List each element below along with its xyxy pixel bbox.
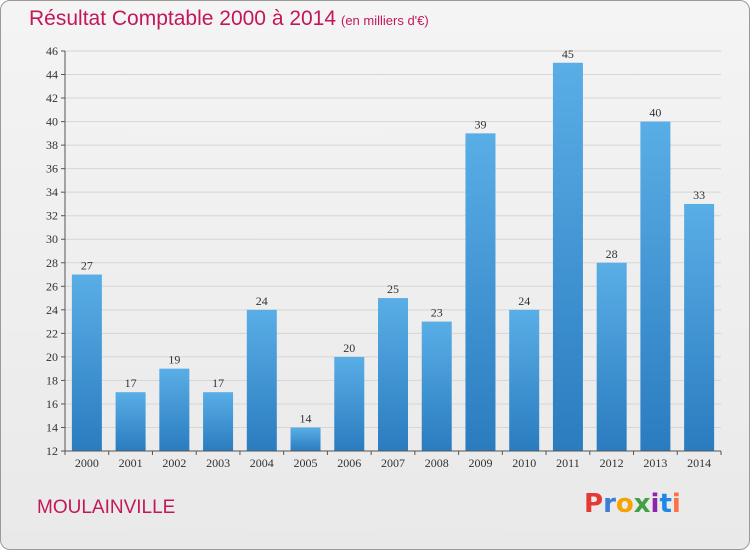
bar: [684, 203, 715, 451]
y-tick-label: 34: [46, 185, 58, 199]
bar: [509, 309, 540, 451]
y-tick-label: 14: [46, 420, 58, 434]
y-tick-label: 26: [46, 279, 58, 293]
bar: [378, 298, 408, 451]
bar: [290, 427, 321, 451]
x-tick-label: 2007: [381, 456, 405, 470]
y-tick-label: 40: [46, 115, 58, 129]
bar-value-label: 23: [431, 306, 443, 320]
location-name: MOULAINVILLE: [37, 497, 176, 518]
x-axis-ticks: 2000 2001 2002 2003 2004 2005 2006 2007 2008 2009…: [64, 451, 722, 470]
bar: [71, 274, 102, 451]
y-tick-label: 18: [46, 373, 58, 387]
brand-letter: r: [603, 489, 616, 519]
bar-value-label: 17: [212, 376, 224, 390]
x-tick-label: 2004: [250, 456, 274, 470]
brand-letter: i: [650, 489, 660, 519]
brand-letter: P: [584, 489, 604, 519]
y-tick-label: 28: [46, 256, 58, 270]
bars: 27 17 19 17 24 14 20 25 23 39 24 45 28 40 33: [71, 47, 715, 452]
bar: [334, 356, 365, 451]
y-tick-label: 30: [46, 232, 58, 246]
bar-value-label: 27: [81, 259, 93, 273]
x-tick-label: 2011: [556, 456, 580, 470]
bar: [596, 262, 627, 451]
brand-logo: Proxiti: [584, 489, 681, 519]
bar-value-label: 45: [562, 47, 574, 61]
x-tick-label: 2002: [162, 456, 186, 470]
brand-letter: i: [671, 489, 681, 519]
brand-letter: x: [633, 489, 651, 519]
x-tick-label: 2010: [512, 456, 536, 470]
axes: [64, 51, 721, 452]
bar-value-label: 40: [649, 106, 661, 120]
bar-value-label: 14: [300, 411, 312, 425]
bar: [159, 368, 190, 451]
bar: [465, 133, 496, 451]
x-tick-label: 2008: [425, 456, 449, 470]
y-tick-label: 16: [46, 397, 58, 411]
y-tick-label: 36: [46, 162, 58, 176]
y-tick-label: 44: [46, 68, 58, 82]
y-tick-label: 46: [46, 44, 58, 58]
y-tick-label: 12: [46, 444, 58, 458]
brand-letter: o: [615, 489, 634, 519]
y-tick-label: 24: [46, 303, 58, 317]
x-tick-label: 2003: [206, 456, 230, 470]
bar: [115, 392, 146, 451]
x-tick-label: 2001: [119, 456, 143, 470]
y-tick-label: 20: [46, 350, 58, 364]
x-tick-label: 2009: [468, 456, 492, 470]
brand-letter: t: [659, 489, 672, 519]
y-tick-label: 42: [46, 91, 58, 105]
x-tick-label: 2000: [75, 456, 99, 470]
bar: [552, 62, 583, 451]
y-tick-label: 38: [46, 138, 58, 152]
x-tick-label: 2012: [600, 456, 624, 470]
x-tick-label: 2005: [294, 456, 318, 470]
x-tick-label: 2014: [687, 456, 711, 470]
bar-value-label: 20: [343, 341, 355, 355]
x-tick-label: 2013: [643, 456, 667, 470]
y-axis-ticks: 12 14 16 18 20 22 24 26 28 30 32 34 36 38 40 42 44 46: [46, 44, 65, 458]
bar-value-label: 24: [518, 294, 530, 308]
x-tick-label: 2006: [337, 456, 361, 470]
bar: [246, 309, 277, 451]
y-tick-label: 32: [46, 209, 58, 223]
bar: [640, 121, 671, 452]
bar-value-label: 39: [474, 117, 486, 131]
bar-value-label: 33: [693, 188, 705, 202]
bar: [203, 392, 234, 451]
y-tick-label: 22: [46, 326, 58, 340]
bar-value-label: 24: [256, 294, 268, 308]
chart-subtitle: (en milliers d'€): [341, 13, 429, 28]
chart-title: Résultat Comptable 2000 à 2014: [29, 7, 337, 30]
bar-value-label: 19: [168, 353, 180, 367]
bar-value-label: 25: [387, 282, 399, 296]
bar: [421, 321, 452, 451]
bar-value-label: 28: [606, 247, 618, 261]
bar-value-label: 17: [125, 376, 137, 390]
